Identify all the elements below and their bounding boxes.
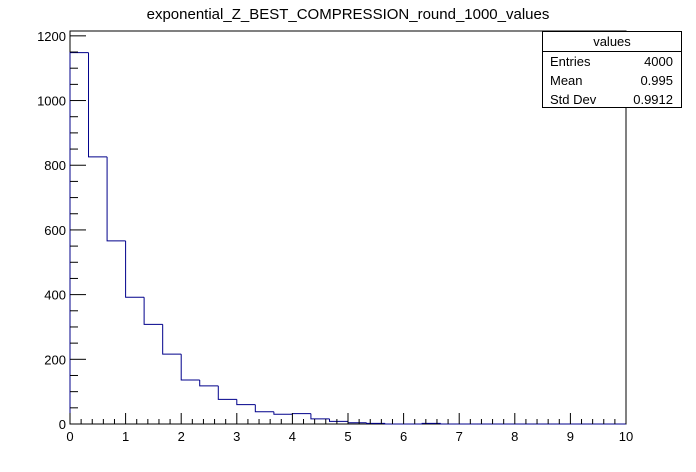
histogram-bin [347, 421, 367, 424]
stats-row-stddev: Std Dev 0.9912 [543, 90, 681, 109]
histogram-bin [69, 52, 89, 424]
y-tick-label: 0 [59, 417, 66, 432]
stats-row-entries: Entries 4000 [543, 52, 681, 71]
x-tick-label: 10 [619, 429, 633, 444]
histogram-bin [199, 380, 219, 387]
histogram-bin [88, 52, 108, 158]
y-tick-label: 800 [44, 158, 66, 173]
x-tick-label: 1 [122, 429, 129, 444]
x-tick-label: 5 [344, 429, 351, 444]
chart-title: exponential_Z_BEST_COMPRESSION_round_100… [146, 6, 550, 23]
x-tick-label: 3 [233, 429, 240, 444]
x-tick-label: 6 [400, 429, 407, 444]
stats-value: 4000 [644, 54, 673, 69]
histogram-bin [236, 399, 256, 406]
histogram-bin [125, 240, 145, 298]
stats-box: values Entries 4000 Mean 0.995 Std Dev 0… [542, 31, 682, 108]
y-tick-label: 1000 [37, 94, 66, 109]
histogram-bin [273, 411, 293, 415]
histogram-bin [217, 385, 237, 400]
stats-label: Mean [550, 73, 583, 88]
stats-row-mean: Mean 0.995 [543, 71, 681, 90]
histogram-bin [310, 413, 330, 420]
x-tick-label: 8 [511, 429, 518, 444]
histogram-bin [180, 354, 200, 381]
stats-value: 0.9912 [633, 92, 673, 107]
histogram-bin [143, 297, 163, 325]
histogram-bin [291, 413, 311, 415]
histogram-bin [366, 422, 386, 424]
stats-label: Std Dev [550, 92, 597, 107]
x-tick-label: 0 [66, 429, 73, 444]
histogram-bin [254, 404, 274, 413]
stats-box-title: values [543, 32, 681, 52]
y-tick-label: 600 [44, 223, 66, 238]
histogram-bin [162, 324, 182, 355]
stats-label: Entries [550, 54, 591, 69]
histogram-bin [106, 156, 126, 242]
x-tick-label: 9 [567, 429, 574, 444]
histogram-bin [384, 423, 404, 425]
histogram-bin [328, 418, 348, 422]
histogram-bin [421, 422, 441, 424]
y-tick-label: 1200 [37, 29, 66, 44]
stats-value: 0.995 [640, 73, 673, 88]
x-tick-label: 7 [456, 429, 463, 444]
y-tick-label: 400 [44, 288, 66, 303]
y-tick-label: 200 [44, 352, 66, 367]
x-tick-label: 4 [289, 429, 296, 444]
x-tick-label: 2 [178, 429, 185, 444]
histogram-bin [440, 423, 460, 425]
